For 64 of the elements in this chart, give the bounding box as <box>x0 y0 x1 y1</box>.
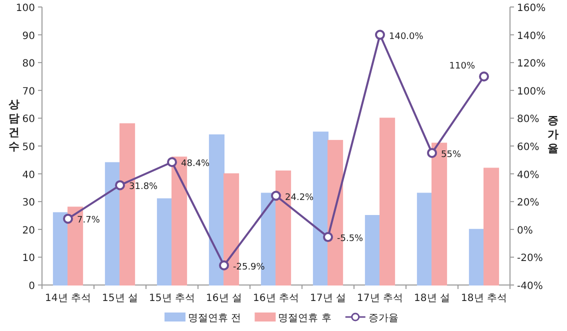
y2-tick-label: 0% <box>517 225 533 236</box>
y2-tick-label: 120% <box>517 58 546 70</box>
bar <box>380 118 396 286</box>
point <box>375 30 385 40</box>
legend-label: 명절연휴 전 <box>188 313 242 324</box>
data-label: 55% <box>441 150 462 160</box>
y2-tick-label: 100% <box>517 86 546 98</box>
y2-tick-label: 160% <box>517 3 546 14</box>
y-tick-label: 30 <box>22 198 35 209</box>
y-tick-label: 50 <box>22 142 35 153</box>
bar <box>312 132 328 286</box>
y-tick-label: 90 <box>22 30 35 42</box>
bar <box>364 215 380 286</box>
y-tick-label: 40 <box>22 170 35 181</box>
point <box>167 157 177 168</box>
point <box>271 190 281 201</box>
y-tick-label: 100 <box>16 3 35 14</box>
x-tick-label: 18년 설 <box>414 293 450 304</box>
x-tick-label: 14년 추석 <box>45 293 91 304</box>
point <box>479 72 489 82</box>
data-label: 110% <box>449 62 476 72</box>
y2-tick-label: 80% <box>517 114 540 126</box>
point <box>219 260 229 270</box>
bar <box>416 192 432 286</box>
data-label: -25.9% <box>233 262 266 272</box>
data-label: 48.4% <box>181 159 210 170</box>
x-tick-label: 16년 추석 <box>253 293 299 304</box>
point <box>323 232 333 242</box>
data-label: 31.8% <box>129 182 158 192</box>
point <box>115 180 125 190</box>
y-tick-label: 80 <box>22 58 35 70</box>
y-tick-label: 20 <box>22 225 35 236</box>
point <box>427 148 437 158</box>
y-axis-title: 상담건수 <box>8 98 20 153</box>
bar <box>468 228 484 286</box>
y2-tick-label: 60% <box>517 142 540 153</box>
y2-axis-title: 증가율 <box>548 114 558 155</box>
legend-label: 증가율 <box>368 313 398 324</box>
bar <box>104 162 120 286</box>
point <box>63 214 73 224</box>
y-tick-label: 70 <box>22 86 35 98</box>
x-tick-label: 16년 설 <box>206 293 242 304</box>
bar <box>484 168 500 286</box>
y2-tick-label: -20% <box>517 253 543 264</box>
x-tick-label: 15년 추석 <box>149 293 195 304</box>
y-tick-label: 0 <box>28 281 35 292</box>
bar <box>156 198 172 286</box>
x-tick-label: 18년 추석 <box>461 293 507 304</box>
y-tick-label: 60 <box>22 114 35 126</box>
y2-tick-label: 20% <box>517 198 540 209</box>
y2-tick-label: 140% <box>517 30 546 42</box>
legend-label: 명절연휴 후 <box>278 313 332 324</box>
data-label: 7.7% <box>77 216 100 226</box>
y-tick-label: 10 <box>22 253 35 264</box>
data-label: -5.5% <box>337 234 364 244</box>
y2-tick-label: -40% <box>517 281 543 292</box>
x-tick-label: 17년 추석 <box>357 293 403 304</box>
y2-tick-label: 40% <box>517 170 540 181</box>
bar <box>208 134 224 286</box>
x-tick-label: 15년 설 <box>102 293 138 304</box>
data-label: 24.2% <box>285 192 314 203</box>
data-label: 140.0% <box>389 32 424 42</box>
bar <box>52 212 68 286</box>
x-tick-label: 17년 설 <box>310 293 346 304</box>
